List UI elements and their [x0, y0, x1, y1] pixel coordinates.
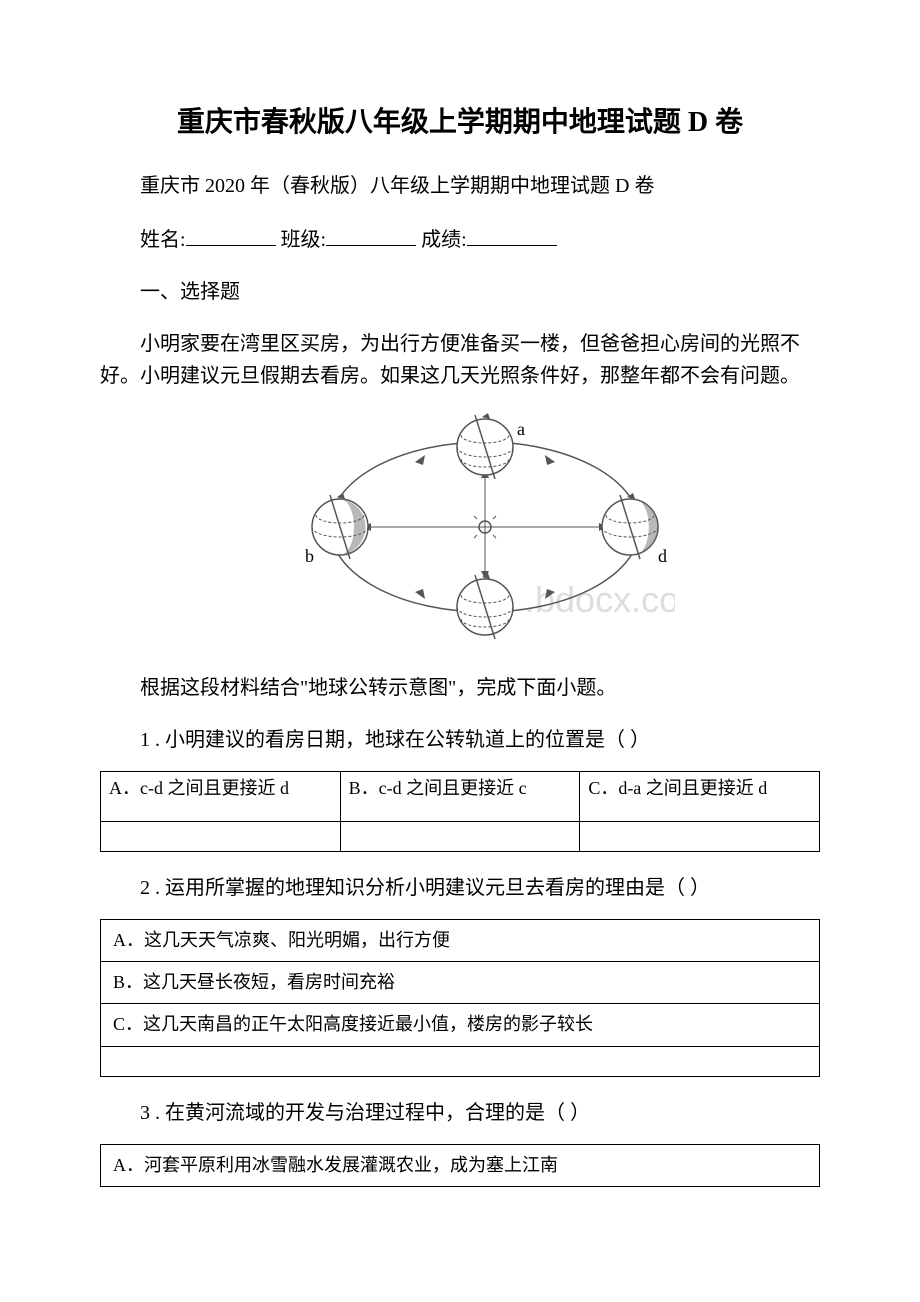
q3-options-table: A．河套平原利用冰雪融水发展灌溉农业，成为塞上江南: [100, 1144, 820, 1187]
table-row: [101, 822, 820, 852]
orbit-diagram: .bdocx.com: [150, 412, 820, 647]
question-1: 1 . 小明建议的看房日期，地球在公转轨道上的位置是（ ）: [100, 724, 820, 756]
table-row: [101, 1046, 820, 1076]
name-blank: [186, 222, 276, 246]
svg-text:c: c: [480, 636, 488, 642]
svg-text:a: a: [517, 419, 525, 439]
question-3: 3 . 在黄河流域的开发与治理过程中，合理的是（ ）: [100, 1097, 820, 1129]
table-row: A．这几天天气凉爽、阳光明媚，出行方便: [101, 920, 820, 962]
q1-option-c: C．d-a 之间且更接近 d: [580, 772, 820, 822]
svg-text:b: b: [305, 546, 314, 566]
q2-option-a: A．这几天天气凉爽、阳光明媚，出行方便: [101, 920, 820, 962]
table-row: A．c-d 之间且更接近 d B．c-d 之间且更接近 c C．d-a 之间且更…: [101, 772, 820, 822]
watermark-text: .bdocx.com: [525, 579, 675, 620]
svg-text:d: d: [658, 546, 667, 566]
form-line: 姓名: 班级: 成绩:: [100, 222, 820, 256]
q1-options-table: A．c-d 之间且更接近 d B．c-d 之间且更接近 c C．d-a 之间且更…: [100, 771, 820, 852]
table-row: A．河套平原利用冰雪融水发展灌溉农业，成为塞上江南: [101, 1144, 820, 1186]
diagram-instruction: 根据这段材料结合"地球公转示意图"，完成下面小题。: [100, 672, 820, 704]
q3-option-a: A．河套平原利用冰雪融水发展灌溉农业，成为塞上江南: [101, 1144, 820, 1186]
score-blank: [467, 222, 557, 246]
section-1-header: 一、选择题: [100, 276, 820, 308]
table-row: B．这几天昼长夜短，看房时间充裕: [101, 962, 820, 1004]
q2-option-b: B．这几天昼长夜短，看房时间充裕: [101, 962, 820, 1004]
score-label: 成绩:: [421, 229, 467, 251]
name-label: 姓名:: [140, 229, 186, 251]
q1-option-b: B．c-d 之间且更接近 c: [340, 772, 580, 822]
subtitle: 重庆市 2020 年（春秋版）八年级上学期期中地理试题 D 卷: [100, 170, 820, 202]
q2-options-table: A．这几天天气凉爽、阳光明媚，出行方便 B．这几天昼长夜短，看房时间充裕 C．这…: [100, 919, 820, 1077]
class-blank: [326, 222, 416, 246]
question-2: 2 . 运用所掌握的地理知识分析小明建议元旦去看房的理由是（ ）: [100, 872, 820, 904]
class-label: 班级:: [281, 229, 327, 251]
page-title: 重庆市春秋版八年级上学期期中地理试题 D 卷: [100, 100, 820, 140]
q1-option-a: A．c-d 之间且更接近 d: [101, 772, 341, 822]
q2-option-c: C．这几天南昌的正午太阳高度接近最小值，楼房的影子较长: [101, 1004, 820, 1046]
table-row: C．这几天南昌的正午太阳高度接近最小值，楼房的影子较长: [101, 1004, 820, 1046]
intro-paragraph: 小明家要在湾里区买房，为出行方便准备买一楼，但爸爸担心房间的光照不好。小明建议元…: [100, 328, 820, 392]
